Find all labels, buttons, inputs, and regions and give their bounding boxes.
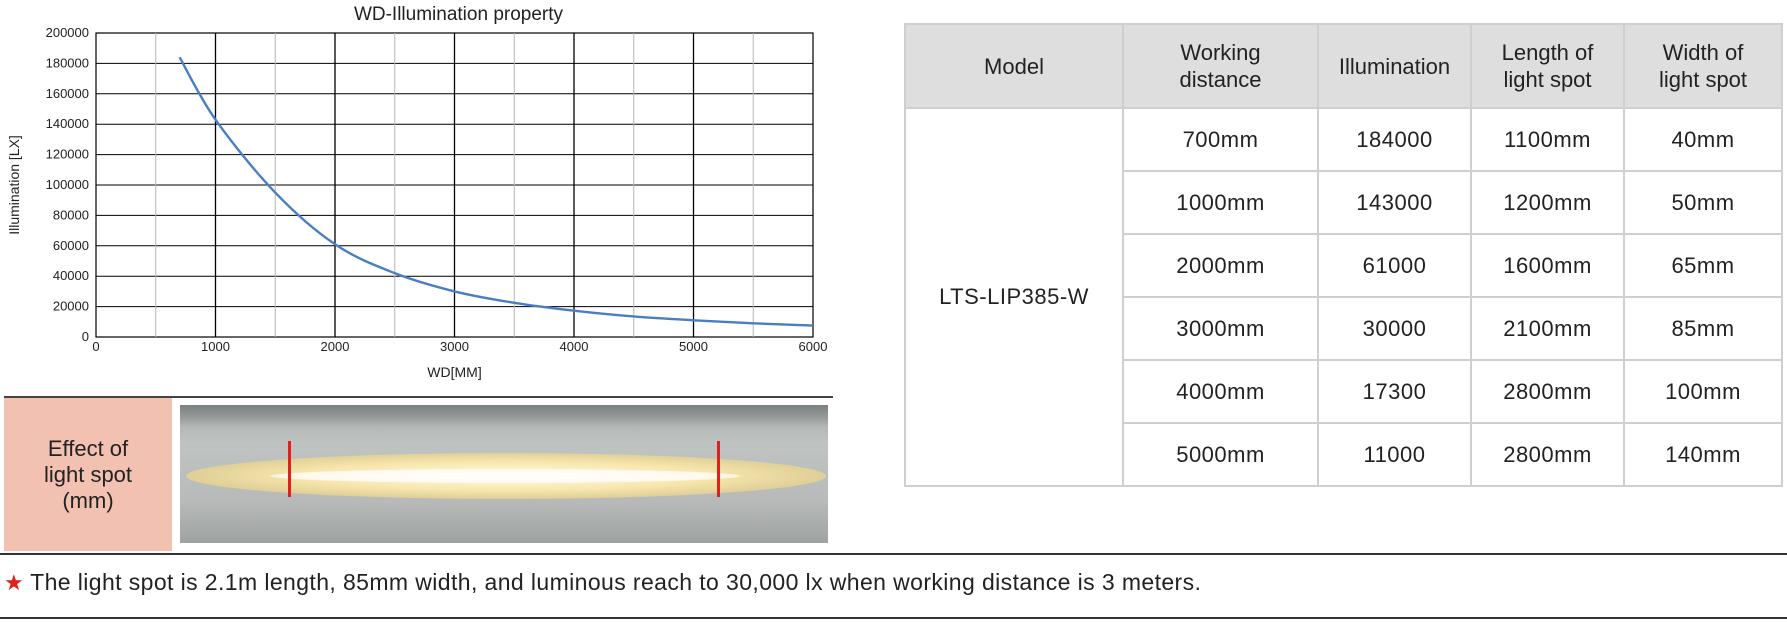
x-tick-label: 2000 [321, 339, 350, 354]
y-tick-label: 140000 [46, 116, 89, 131]
cell-working-distance: 2000mm [1122, 233, 1319, 298]
y-tick-label: 120000 [46, 147, 89, 162]
x-tick-label: 5000 [679, 339, 708, 354]
cell-spot-width: 100mm [1623, 359, 1783, 424]
table-row: 2000mm 61000 1600mm 65mm [905, 233, 1783, 298]
note-divider-top [0, 553, 1787, 555]
cell-illumination: 30000 [1317, 296, 1472, 361]
model-cell: LTS-LIP385-W [904, 107, 1124, 487]
table-row: 5000mm 11000 2800mm 140mm [905, 422, 1783, 487]
header-spot-width: Width of light spot [1623, 23, 1783, 109]
spot-label: Effect of light spot (mm) [43, 435, 133, 513]
table-row: 3000mm 30000 2100mm 85mm [905, 296, 1783, 361]
cell-working-distance: 700mm [1122, 107, 1319, 172]
note-divider-bottom [0, 617, 1787, 619]
table-header-row: Model Working distance Illumination Leng… [904, 23, 1783, 109]
x-tick-label: 1000 [201, 339, 230, 354]
star-icon: ★ [4, 570, 25, 595]
photo-shadow [180, 405, 828, 427]
series-line [178, 56, 814, 327]
cell-working-distance: 3000mm [1122, 296, 1319, 361]
chart-svg: 0200004000060000800001000001200001400001… [6, 4, 828, 380]
x-tick-label: 4000 [560, 339, 589, 354]
cell-working-distance: 5000mm [1122, 422, 1319, 487]
table-row: 4000mm 17300 2800mm 100mm [905, 359, 1783, 424]
header-model: Model [904, 23, 1124, 109]
cell-spot-width: 40mm [1623, 107, 1783, 172]
cell-spot-width: 85mm [1623, 296, 1783, 361]
light-beam-core [270, 469, 740, 483]
cell-spot-width: 140mm [1623, 422, 1783, 487]
y-axis-label: Illumination [LX] [6, 135, 22, 235]
spot-marker-left [288, 441, 291, 497]
chart-title: WD-Illumination property [354, 4, 564, 25]
light-spot-photo [180, 405, 828, 543]
x-tick-label: 6000 [799, 339, 828, 354]
spec-table: Model Working distance Illumination Leng… [904, 23, 1783, 487]
x-tick-label: 0 [92, 339, 99, 354]
y-tick-label: 40000 [53, 268, 89, 283]
cell-illumination: 61000 [1317, 233, 1472, 298]
y-tick-label: 0 [82, 329, 89, 344]
cell-spot-width: 65mm [1623, 233, 1783, 298]
cell-illumination: 17300 [1317, 359, 1472, 424]
y-tick-label: 60000 [53, 238, 89, 253]
spot-divider [4, 396, 833, 398]
cell-spot-length: 1200mm [1470, 170, 1625, 235]
cell-spot-width: 50mm [1623, 170, 1783, 235]
y-tick-label: 20000 [53, 299, 89, 314]
table-row: 1000mm 143000 1200mm 50mm [905, 170, 1783, 235]
cell-spot-length: 2800mm [1470, 359, 1625, 424]
x-axis-label: WD[MM] [427, 364, 481, 380]
spot-label-box: Effect of light spot (mm) [4, 398, 172, 551]
footnote-text: The light spot is 2.1m length, 85mm widt… [30, 569, 1202, 595]
y-tick-label: 180000 [46, 55, 89, 70]
illumination-chart: 0 20000 40000 60000 80000 100000 120000 140000 1… [0, 0, 840, 390]
cell-spot-length: 1600mm [1470, 233, 1625, 298]
header-working-distance: Working distance [1122, 23, 1319, 109]
cell-working-distance: 4000mm [1122, 359, 1319, 424]
y-tick-label: 160000 [46, 86, 89, 101]
cell-working-distance: 1000mm [1122, 170, 1319, 235]
x-tick-label: 3000 [440, 339, 469, 354]
y-tick-label: 100000 [46, 177, 89, 192]
cell-spot-length: 2100mm [1470, 296, 1625, 361]
header-spot-length: Length of light spot [1470, 23, 1625, 109]
cell-illumination: 143000 [1317, 170, 1472, 235]
cell-illumination: 184000 [1317, 107, 1472, 172]
y-tick-label: 200000 [46, 25, 89, 40]
spot-marker-right [717, 441, 720, 497]
footnote: ★ The light spot is 2.1m length, 85mm wid… [4, 569, 1201, 596]
cell-spot-length: 1100mm [1470, 107, 1625, 172]
table-row: LTS-LIP385-W 700mm 184000 1100mm 40mm [904, 107, 1783, 487]
cell-illumination: 11000 [1317, 422, 1472, 487]
cell-spot-length: 2800mm [1470, 422, 1625, 487]
header-illumination: Illumination [1317, 23, 1472, 109]
y-tick-label: 80000 [53, 207, 89, 222]
